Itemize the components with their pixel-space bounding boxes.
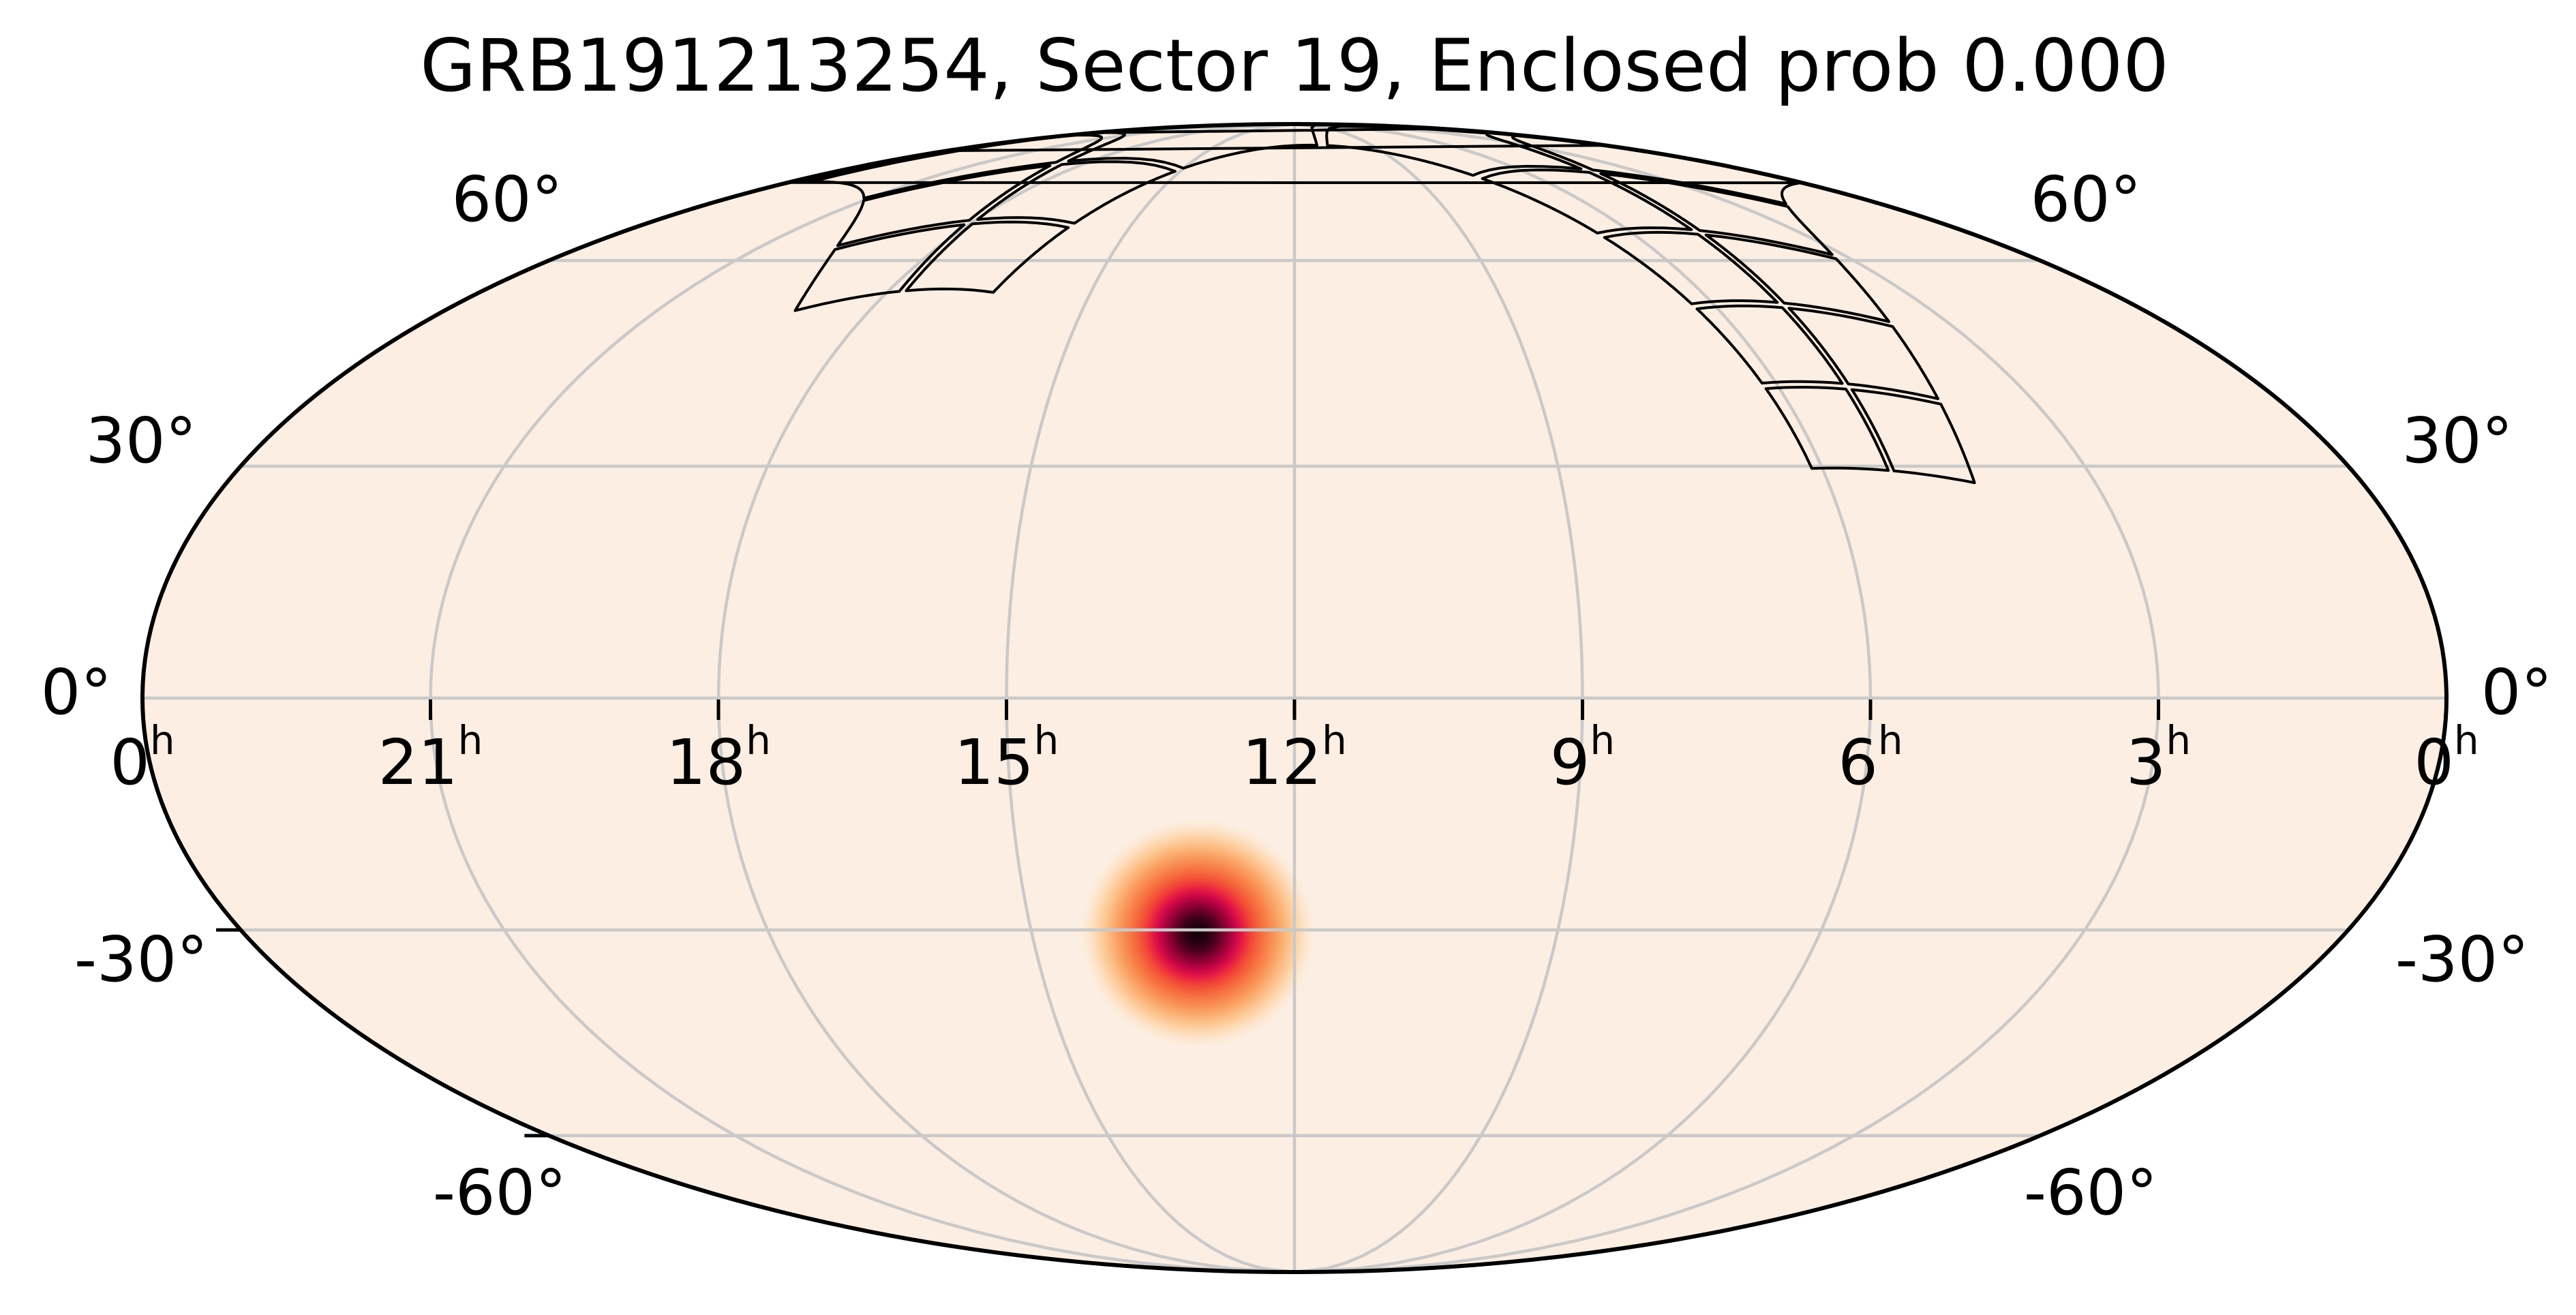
tess-camera-footprints: [789, 124, 1976, 485]
tess-ccd-cam2-11: [1481, 168, 1693, 235]
dec-label-right-60: 60°: [2030, 163, 2141, 236]
dec-label-right-30: 30°: [2401, 404, 2513, 477]
tess-ccd-cam4-01: [976, 160, 1177, 225]
dec-label-left-60: 60°: [451, 163, 562, 236]
tess-ccd-cam4-10: [793, 223, 966, 312]
dec-label-left--60: -60°: [433, 1156, 566, 1229]
ra-label-12h: 12h: [1242, 717, 1347, 799]
ra-label-0h: 0h: [110, 717, 175, 799]
meridian-15h: [1005, 124, 1295, 1272]
axis-ticks: [216, 699, 2160, 1138]
ra-label-9h: 9h: [1550, 717, 1615, 799]
tess-ccd-cam2-01: [1603, 230, 1779, 305]
grb-localization-blob: [1080, 819, 1315, 1048]
axis-tick-labels: 0h 21h 18h 15h 12h 9h 6h 3h 0h 60° 60° 30° 30° 0° 0° -3…: [41, 163, 2553, 1229]
tess-ccd-cam3-00: [789, 134, 1803, 205]
meridian-21h: [429, 124, 1295, 1272]
ra-label-0h: 0h: [2414, 717, 2479, 799]
tess-ccd-cam2-10: [1599, 172, 1834, 256]
meridian-18h: [716, 124, 1295, 1272]
tess-ccd-cam4-11: [905, 220, 1070, 294]
meridian-6h: [1294, 124, 1873, 1272]
tess-ccd-cam4-00: [836, 164, 1052, 247]
ra-label-18h: 18h: [666, 717, 771, 799]
tess-ccd-cam1-01: [1764, 386, 1890, 472]
plot-title: GRB191213254, Sector 19, Enclosed prob 0…: [420, 24, 2169, 108]
ra-label-21h: 21h: [378, 717, 483, 799]
dec-label-left-30: 30°: [85, 404, 196, 477]
tess-ccd-cam2-00: [1704, 233, 1890, 323]
graticule-grid: [142, 124, 2446, 1272]
tess-ccd-cam1-00: [1850, 388, 1976, 485]
dec-label-right--60: -60°: [2024, 1156, 2157, 1229]
sky-map-outline: [140, 122, 2449, 1274]
meridian-3h: [1294, 124, 2160, 1272]
dec-label-right--30: -30°: [2395, 923, 2529, 996]
ra-label-3h: 3h: [2126, 717, 2191, 799]
tess-ccd-cam3-11: [1067, 124, 1441, 170]
dec-label-left--30: -30°: [74, 923, 208, 996]
tess-ccd-cam3-10: [810, 134, 1104, 200]
tess-ccd-cam1-11: [1695, 304, 1844, 385]
ra-label-6h: 6h: [1838, 717, 1903, 799]
dec-label-left-0: 0°: [41, 656, 112, 729]
dec-label-right-0: 0°: [2481, 656, 2553, 729]
ra-label-15h: 15h: [954, 717, 1059, 799]
tess-ccd-cam1-10: [1787, 307, 1939, 400]
meridian-9h: [1294, 124, 1584, 1272]
